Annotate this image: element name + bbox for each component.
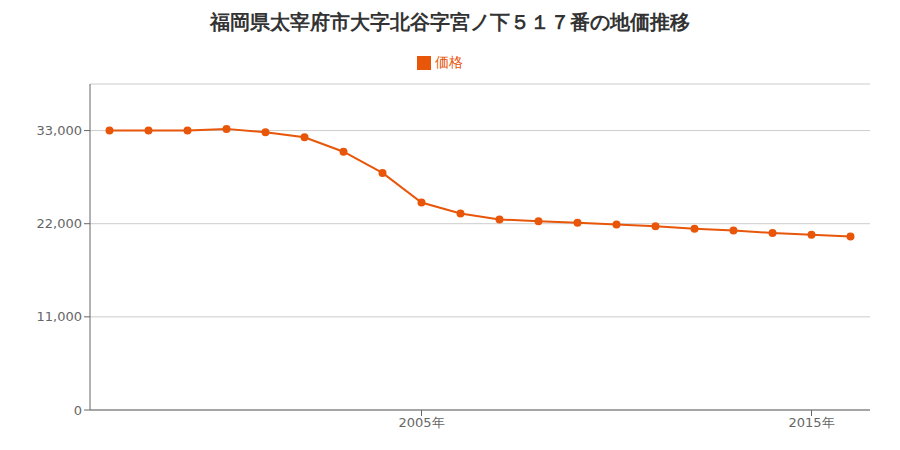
html-text:価格: 価格 [435,54,463,70]
svg-text:11,000: 11,000 [37,309,83,324]
svg-text:22,000: 22,000 [37,216,83,231]
html-text:福岡県太宰府市大字北谷字宮ノ下５１７番の地価推移: 福岡県太宰府市大字北谷字宮ノ下５１７番の地価推移 [210,10,690,34]
svg-text:2005年: 2005年 [398,415,444,430]
svg-text:0: 0 [74,403,82,418]
svg-text:2015年: 2015年 [788,415,834,430]
svg-text:33,000: 33,000 [37,123,83,138]
